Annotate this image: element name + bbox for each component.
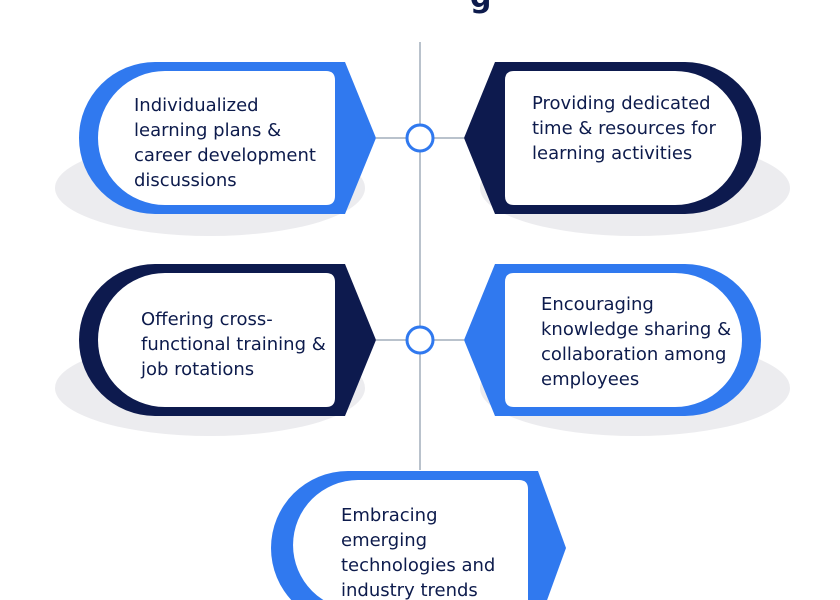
card-label: Encouraging knowledge sharing & collabor… bbox=[541, 294, 732, 390]
page-title-fragment: g bbox=[470, 0, 491, 15]
card-label: Embracing emerging technologies and indu… bbox=[341, 505, 496, 600]
card-knowledge-sharing bbox=[464, 264, 761, 416]
card-individualized-learning bbox=[79, 62, 376, 214]
card-label: Providing dedicated time & resources for… bbox=[532, 93, 716, 164]
card-cross-functional bbox=[79, 264, 376, 416]
card-emerging-tech bbox=[271, 471, 566, 600]
timeline-node bbox=[405, 123, 435, 153]
card-label: Individualized learning plans & career d… bbox=[134, 95, 316, 191]
card-dedicated-time bbox=[464, 62, 761, 214]
card-label: Offering cross-functional training & job… bbox=[141, 309, 326, 380]
timeline-node bbox=[405, 325, 435, 355]
